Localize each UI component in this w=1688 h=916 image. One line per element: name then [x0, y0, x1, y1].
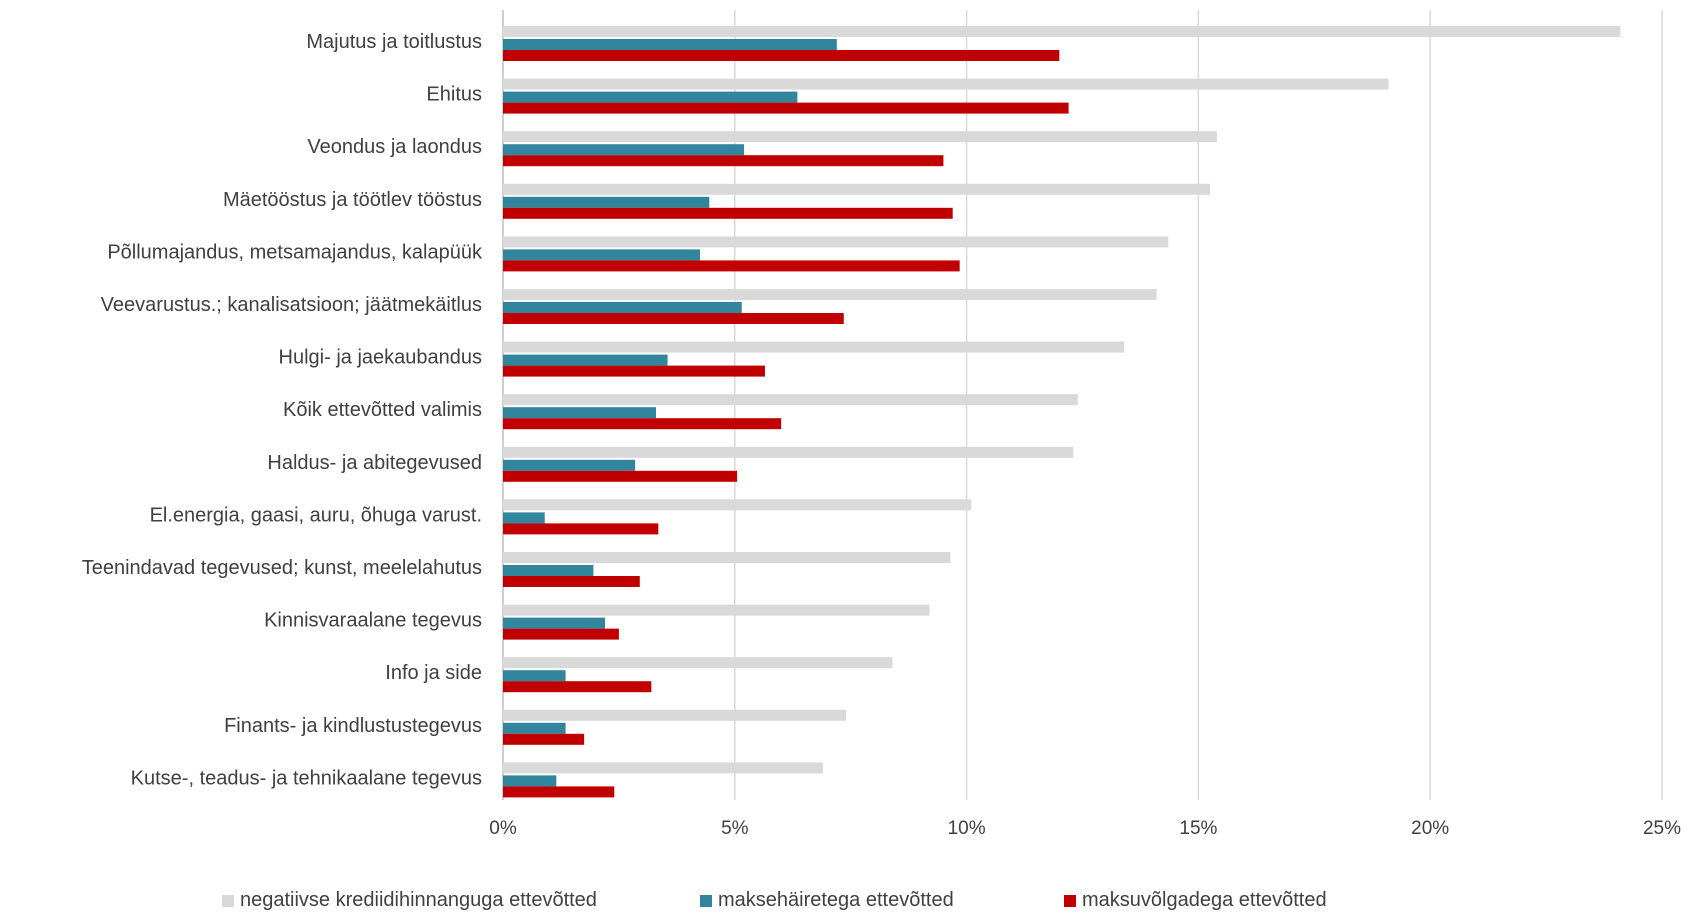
bar-tax-debt	[503, 365, 765, 377]
bars	[503, 26, 1621, 798]
category-label: Kinnisvaraalane tegevus	[264, 610, 482, 632]
x-axis-tick-labels: 0% 5% 10% 15% 20% 25%	[489, 818, 1681, 839]
legend-label: maksehäiretega ettevõtted	[718, 889, 954, 911]
legend-label: negatiivse krediidihinnanguga ettevõtted	[240, 889, 597, 911]
category-label: Veevarustus.; kanalisatsioon; jäätmekäit…	[101, 294, 482, 316]
legend: negatiivse krediidihinnanguga ettevõtted…	[222, 889, 1327, 911]
category-label: Kõik ettevõtted valimis	[283, 399, 482, 421]
category-label: Majutus ja toitlustus	[306, 31, 482, 53]
category-label: Mäetööstus ja töötlev tööstus	[223, 189, 482, 211]
bar-payment-default	[503, 722, 566, 734]
bar-tax-debt	[503, 576, 640, 587]
category-label: Haldus- ja abitegevused	[267, 452, 482, 474]
bar-tax-debt	[503, 681, 652, 693]
bar-payment-default	[503, 249, 701, 261]
bar-credit	[503, 446, 1074, 458]
bar-credit	[503, 131, 1217, 143]
x-tick-label: 5%	[721, 818, 749, 839]
bar-payment-default	[503, 407, 656, 419]
category-label: Ehitus	[426, 84, 482, 106]
x-tick-label: 15%	[1179, 818, 1217, 839]
category-label: El.energia, gaasi, auru, õhuga varust.	[150, 504, 482, 526]
x-tick-label: 0%	[489, 818, 517, 839]
x-tick-label: 20%	[1411, 818, 1449, 839]
category-label: Hulgi- ja jaekaubandus	[279, 347, 482, 369]
category-label: Kutse-, teadus- ja tehnikaalane tegevus	[131, 767, 482, 789]
legend-swatch	[222, 895, 234, 907]
bar-credit	[503, 499, 972, 511]
bar-tax-debt	[503, 260, 960, 272]
bar-payment-default	[503, 617, 605, 629]
bar-payment-default	[503, 91, 798, 103]
bar-credit	[503, 604, 930, 616]
bar-tax-debt	[503, 523, 659, 535]
bar-credit	[503, 762, 823, 774]
bar-tax-debt	[503, 155, 944, 167]
bar-tax-debt	[503, 733, 585, 745]
bar-payment-default	[503, 354, 668, 366]
bar-tax-debt	[503, 786, 615, 798]
bar-credit	[503, 394, 1078, 406]
category-labels: Majutus ja toitlustus Ehitus Veondus ja la…	[82, 31, 483, 789]
bar-payment-default	[503, 512, 545, 524]
bar-payment-default	[503, 459, 636, 471]
bar-payment-default	[503, 565, 594, 576]
category-label: Teenindavad tegevused; kunst, meelelahut…	[82, 557, 482, 579]
bar-tax-debt	[503, 470, 738, 482]
category-label: Põllumajandus, metsamajandus, kalapüük	[107, 241, 483, 263]
x-tick-label: 10%	[948, 818, 986, 839]
legend-swatch	[1064, 895, 1076, 907]
bar-payment-default	[503, 302, 742, 313]
bar-payment-default	[503, 670, 566, 682]
category-label: Finants- ja kindlustustegevus	[224, 715, 482, 737]
bar-credit	[503, 183, 1210, 195]
legend-label: maksuvõlgadega ettevõtted	[1082, 889, 1327, 911]
bar-tax-debt	[503, 418, 782, 430]
legend-swatch	[700, 895, 712, 907]
bar-tax-debt	[503, 102, 1069, 114]
x-tick-label: 25%	[1643, 818, 1681, 839]
bar-payment-default	[503, 775, 557, 787]
bar-credit	[503, 552, 951, 563]
category-label: Veondus ja laondus	[307, 136, 482, 158]
bar-payment-default	[503, 196, 710, 208]
bar-tax-debt	[503, 313, 844, 324]
bar-tax-debt	[503, 207, 953, 219]
bar-credit	[503, 78, 1389, 90]
bar-tax-debt	[503, 628, 619, 640]
bar-credit	[503, 709, 847, 721]
bar-credit	[503, 341, 1125, 353]
bar-credit	[503, 289, 1157, 300]
bar-credit	[503, 26, 1621, 37]
bar-payment-default	[503, 144, 745, 156]
bar-credit	[503, 236, 1169, 248]
bar-payment-default	[503, 39, 837, 50]
bar-credit	[503, 657, 893, 669]
category-label: Info ja side	[385, 662, 482, 684]
bar-tax-debt	[503, 50, 1060, 61]
